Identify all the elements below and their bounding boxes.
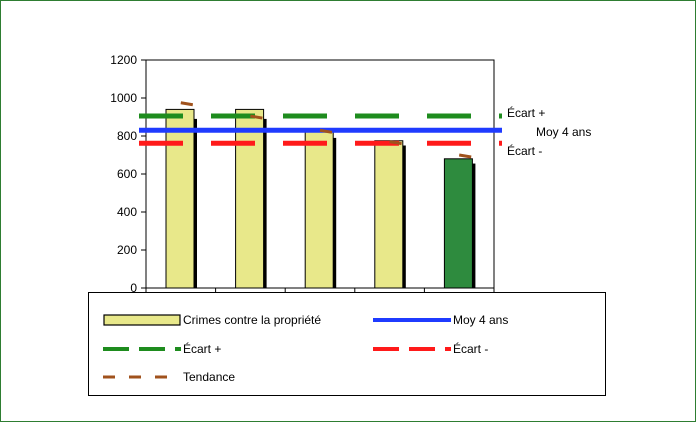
trend-mark-2 [319, 128, 333, 134]
legend-item-trend: Tendance [103, 370, 235, 384]
legend: Crimes contre la propriété Moy 4 ans Éca… [88, 292, 606, 396]
bar-0 [165, 108, 195, 289]
bar-3 [374, 140, 404, 289]
trend-mark-3 [389, 140, 402, 146]
legend-label-minus: Écart - [453, 342, 489, 356]
legend-item-plus: Écart + [103, 342, 221, 356]
y-tick-label-1: 200 [117, 243, 137, 257]
legend-swatch-plus [103, 347, 181, 351]
legend-swatch-bar [103, 314, 181, 326]
trend-mark-1 [250, 114, 263, 120]
bar-1 [235, 108, 265, 289]
legend-swatch-minus [373, 347, 451, 351]
y-tick-label-0: 0 [130, 281, 137, 295]
ref-label-minus: Écart - [507, 143, 542, 158]
trend-mark-0 [180, 101, 194, 107]
legend-swatch-trend [103, 375, 181, 379]
legend-label-crimes: Crimes contre la propriété [183, 313, 322, 327]
ref-label-plus: Écart + [507, 105, 545, 120]
legend-item-avg: Moy 4 ans [373, 313, 508, 327]
y-tick-label-2: 400 [117, 205, 137, 219]
legend-item-crimes: Crimes contre la propriété [103, 313, 321, 327]
legend-label-plus: Écart + [183, 342, 222, 356]
legend-swatch-avg [373, 318, 451, 322]
y-tick-label-6: 1200 [110, 53, 137, 67]
legend-label-trend: Tendance [183, 370, 236, 384]
trend-mark-4 [458, 153, 472, 159]
y-tick-label-5: 1000 [110, 91, 137, 105]
bar-2 [304, 129, 334, 289]
legend-item-minus: Écart - [373, 342, 488, 356]
legend-label-avg: Moy 4 ans [453, 313, 509, 327]
y-tick-label-4: 800 [117, 129, 137, 143]
ref-label-avg: Moy 4 ans [536, 125, 591, 139]
bar-4 [443, 158, 473, 289]
y-tick-label-3: 600 [117, 167, 137, 181]
